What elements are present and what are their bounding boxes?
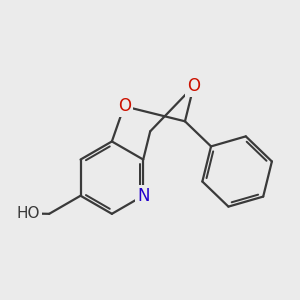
Text: O: O — [118, 97, 130, 115]
Text: N: N — [137, 187, 149, 205]
Text: O: O — [187, 77, 200, 95]
Text: HO: HO — [16, 206, 40, 221]
